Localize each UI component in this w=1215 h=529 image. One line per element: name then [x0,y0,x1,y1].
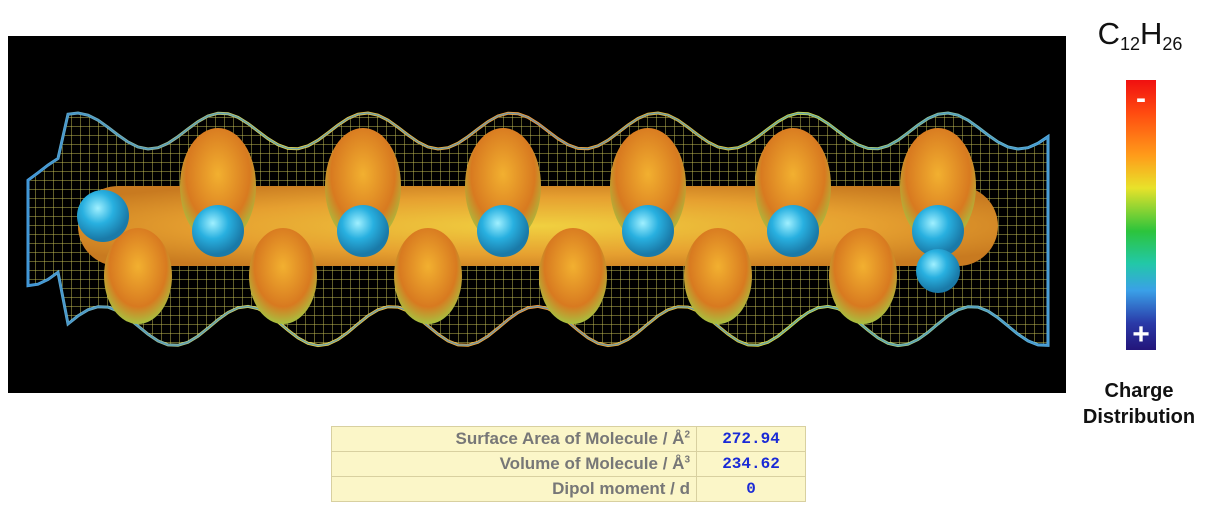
formula-carbon: C [1097,16,1120,51]
charge-color-scale: - + [1126,80,1156,350]
formula-hydrogen: H [1140,16,1163,51]
molecular-formula: C12H26 [1075,16,1205,55]
volume-label: Volume of Molecule / Å3 [331,451,697,477]
surface-lobe-lower [249,228,317,324]
hydrogen-bump [477,205,529,257]
charge-label-line2: Distribution [1082,406,1196,428]
hydrogen-bump [912,205,964,257]
charge-distribution-label: Charge Distribution [1066,378,1212,430]
formula-hydrogen-count: 26 [1162,34,1183,54]
table-row: Volume of Molecule / Å3 234.62 [331,451,806,477]
molecule-viewer[interactable] [8,36,1066,393]
surface-area-value: 272.94 [696,426,806,452]
hydrogen-bump-end [77,190,129,242]
surface-area-exponent: 2 [684,429,690,441]
hydrogen-bump [192,205,244,257]
dipole-moment-label: Dipol moment / d [331,476,697,502]
charge-label-line1: Charge [1104,380,1174,402]
surface-lobe-lower [539,228,607,324]
table-row: Surface Area of Molecule / Å2 272.94 [331,426,806,452]
hydrogen-bump [337,205,389,257]
surface-lobe-lower [104,228,172,324]
volume-exponent: 3 [684,454,690,466]
hydrogen-bump-end [916,249,960,293]
surface-area-label-text: Surface Area of Molecule / Å [455,429,685,448]
molecule-properties-table: Surface Area of Molecule / Å2 272.94 Vol… [331,426,806,502]
formula-carbon-count: 12 [1119,34,1140,54]
table-row: Dipol moment / d 0 [331,476,806,502]
negative-charge-symbol: - [1136,82,1146,115]
molecular-surface [77,128,998,324]
volume-value: 234.62 [696,451,806,477]
mesh-outline [27,112,1049,347]
positive-charge-symbol: + [1132,318,1150,351]
molecule-surface-render [26,111,1050,348]
surface-lobe-lower [829,228,897,324]
surface-lobe-lower [684,228,752,324]
dipole-moment-value: 0 [696,476,806,502]
surface-lobe-lower [394,228,462,324]
hydrogen-bump [767,205,819,257]
dipole-moment-label-text: Dipol moment / d [552,479,690,498]
volume-label-text: Volume of Molecule / Å [499,454,685,473]
hydrogen-bump [622,205,674,257]
surface-area-label: Surface Area of Molecule / Å2 [331,426,697,452]
